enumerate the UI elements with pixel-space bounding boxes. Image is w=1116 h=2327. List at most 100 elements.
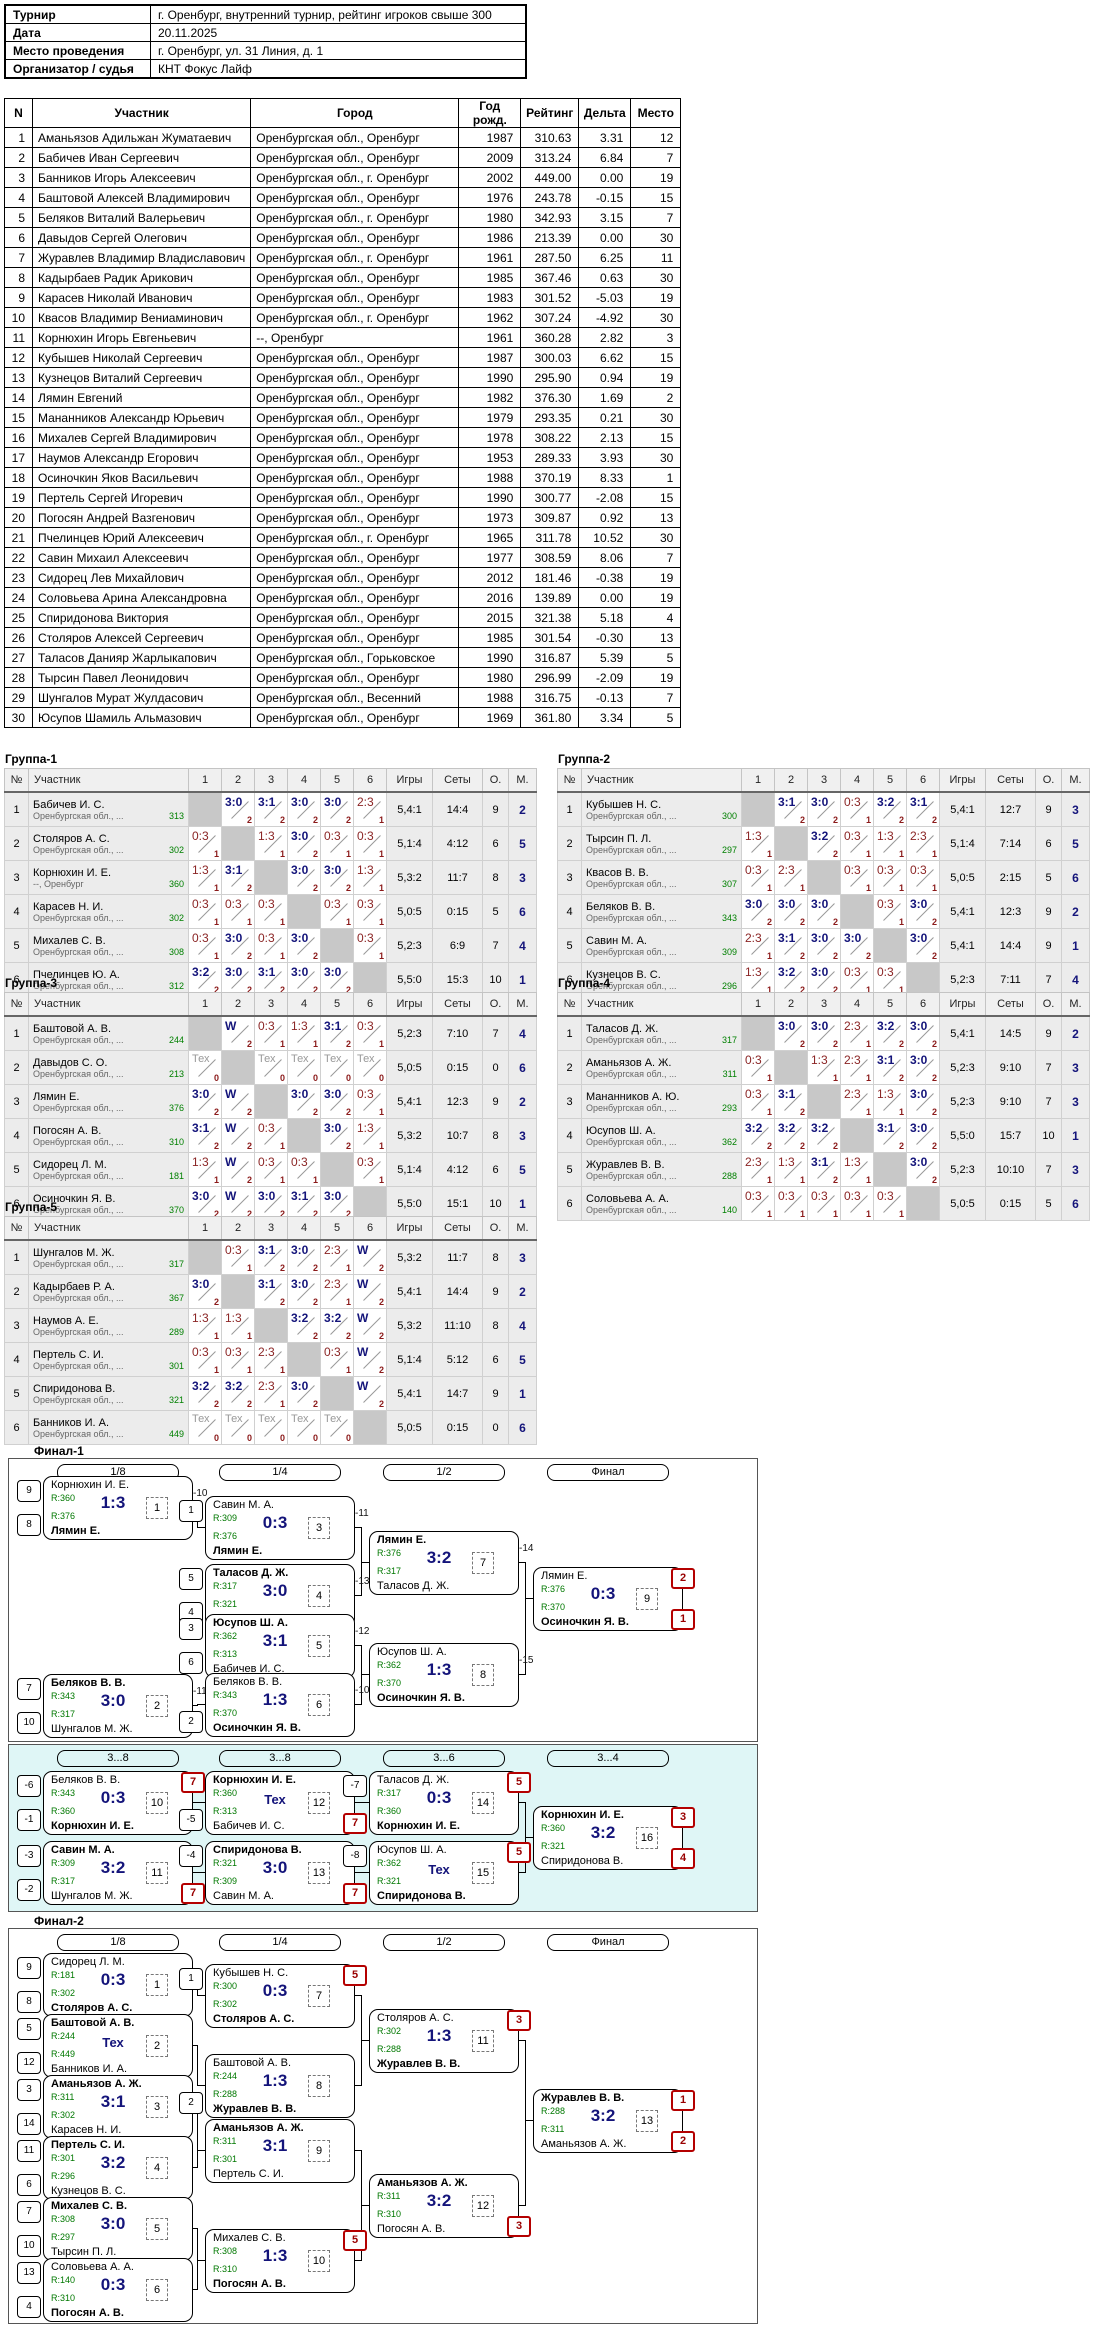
match-score: Тех — [428, 1862, 450, 1877]
score-cell: 0:3 1 — [188, 826, 222, 861]
set-score: 3:2 — [811, 1121, 829, 1135]
participant-name: Погосян Андрей Вазгенович — [31, 507, 252, 528]
group-rating: 312 — [168, 980, 184, 991]
set-score: 3:0 — [324, 965, 342, 979]
group-row: 1 Шунгалов М. Ж. 317 Оренбургская обл., ...… — [4, 1239, 537, 1275]
participant-row: 6 Давыдов Сергей Олегович Оренбургская обл… — [4, 227, 682, 248]
set-score: 0:3 — [910, 863, 927, 877]
seed-box: 9 — [17, 1957, 41, 1979]
rating-label: R:302 — [377, 2026, 402, 2036]
group-participant-name: Шунгалов М. Ж. — [33, 1246, 115, 1259]
rating-label: R:302 — [213, 1999, 238, 2009]
self-cell — [188, 1015, 222, 1051]
set-score: 1:3 — [192, 1155, 209, 1169]
final-place: 3 — [630, 327, 682, 348]
final-place: 30 — [630, 267, 682, 288]
set-score: 3:0 — [192, 1189, 210, 1203]
connector-line — [361, 1562, 369, 1563]
set-score: Тех — [258, 1413, 276, 1425]
points-total: 8 — [482, 1308, 509, 1343]
round-label: 3...8 — [57, 1750, 179, 1767]
connector-line — [353, 1995, 361, 1996]
match-score: 3:1 — [262, 2136, 288, 2155]
round-label: Финал — [547, 1464, 669, 1481]
group-row-number: 1 — [557, 791, 582, 827]
group-participant-cell: Тырсин П. Л. 297 Оренбургская обл., ... — [581, 826, 742, 861]
group-participant-sub: 293 Оренбургская обл., ... — [586, 1103, 737, 1113]
rating-label: R:297 — [51, 2232, 76, 2242]
group-table: № Участник 1 2 3 4 5 6 Игры Сеты О. М. 1 Кубышев Н. С… — [557, 768, 1090, 997]
sets-total: 0:15 — [985, 1186, 1036, 1221]
match-points: 2 — [279, 1209, 285, 1219]
participant-row: 24 Соловьева Арина Александровна Оренбургс… — [4, 587, 682, 608]
rating: 321.38 — [520, 607, 580, 628]
score-cell: 2:3 1 — [254, 1342, 288, 1377]
player-name: Беляков В. В. — [213, 1676, 283, 1688]
group-rating: 367 — [168, 1292, 184, 1303]
set-score: Тех — [324, 1413, 342, 1425]
player-name: Пертель С. И. — [213, 2168, 284, 2180]
group-place: 5 — [1061, 826, 1090, 861]
score-cell: 3:1 2 — [254, 791, 288, 827]
group-participant-sub: 449 Оренбургская обл., ... — [33, 1429, 184, 1439]
participant-row: 4 Баштовой Алексей Владимирович Оренбургск… — [4, 187, 682, 208]
games-total: 5,1:4 — [939, 826, 986, 861]
match-points: 2 — [832, 1141, 838, 1151]
score-cell: 3:0 2 — [287, 962, 321, 997]
group-header: 1 — [188, 768, 222, 793]
player-name: Журавлев В. В. — [541, 2092, 625, 2104]
group-header: 6 — [353, 768, 387, 793]
row-number: 20 — [4, 507, 33, 528]
group-participant-cell: Баштовой А. В. 244 Оренбургская обл., ... — [28, 1015, 189, 1051]
group-title: Группа-4 — [558, 976, 611, 990]
set-score: W — [357, 1345, 369, 1359]
connector-line — [197, 1704, 205, 1705]
match-number: 5 — [146, 2218, 168, 2240]
connector-line — [361, 1872, 369, 1873]
group-header: 5 — [873, 992, 907, 1017]
match-points: 2 — [345, 985, 351, 995]
delta: 0.94 — [578, 367, 632, 388]
rating-label: R:309 — [213, 1876, 238, 1886]
score-cell: 3:0 2 — [287, 826, 321, 861]
seed-box: -6 — [17, 1775, 41, 1797]
group-participant-name: Баштовой А. В. — [33, 1022, 112, 1035]
row-number: 23 — [4, 567, 33, 588]
match-number: 13 — [308, 1862, 330, 1884]
group-region: Оренбургская обл., ... — [586, 844, 677, 855]
match-score: 0:3 — [100, 2275, 126, 2294]
group-header: 5 — [320, 768, 354, 793]
score-cell: 3:2 2 — [188, 962, 222, 997]
group-participant-cell: Бабичев И. С. 313 Оренбургская обл., ... — [28, 791, 189, 827]
set-score: 3:1 — [877, 1053, 895, 1067]
match-box: Баштовой А. В. R:244 Журавлев В. В. R:288 2 1… — [179, 2054, 355, 2118]
score-cell: 0:3 1 — [741, 860, 775, 895]
points-total: 9 — [482, 1274, 509, 1309]
match-points: 1 — [378, 1141, 384, 1151]
final-place: 15 — [630, 427, 682, 448]
score-cell: 1:3 1 — [873, 826, 907, 861]
set-score: Тех — [357, 1053, 375, 1065]
participant-row: 18 Осиночкин Яков Васильевич Оренбургская … — [4, 467, 682, 488]
score-cell: 3:1 2 — [221, 860, 255, 895]
games-total: 5,3:2 — [386, 1308, 433, 1343]
group-row-number: 4 — [4, 1342, 29, 1377]
group-region: Оренбургская обл., ... — [33, 1034, 124, 1045]
row-number: 28 — [4, 667, 33, 688]
score-cell: 0:3 1 — [353, 1015, 387, 1051]
group-block: Группа-3 № Участник 1 2 3 4 5 6 Игры Сеты О. М. 1 Башт… — [4, 976, 537, 1221]
set-score: 3:2 — [192, 965, 210, 979]
match-points: 2 — [898, 815, 904, 825]
group-participant-cell: Корнюхин И. Е. 360 --, Оренбург — [28, 860, 189, 895]
match-box: Лямин Е. R:376 2 Осиночкин Я. В. R:370 1 0:3 9 — [533, 1567, 695, 1631]
match-points: 2 — [799, 1039, 805, 1049]
row-number: 18 — [4, 467, 33, 488]
match-points: 2 — [246, 1141, 252, 1151]
points-total: 5 — [1035, 860, 1062, 895]
group-place: 4 — [1061, 962, 1090, 997]
place-badge: 3 — [671, 1807, 695, 1828]
self-cell — [254, 860, 288, 895]
row-number: 8 — [4, 267, 33, 288]
rating-label: R:310 — [51, 2293, 76, 2303]
final-place: 12 — [630, 127, 682, 148]
